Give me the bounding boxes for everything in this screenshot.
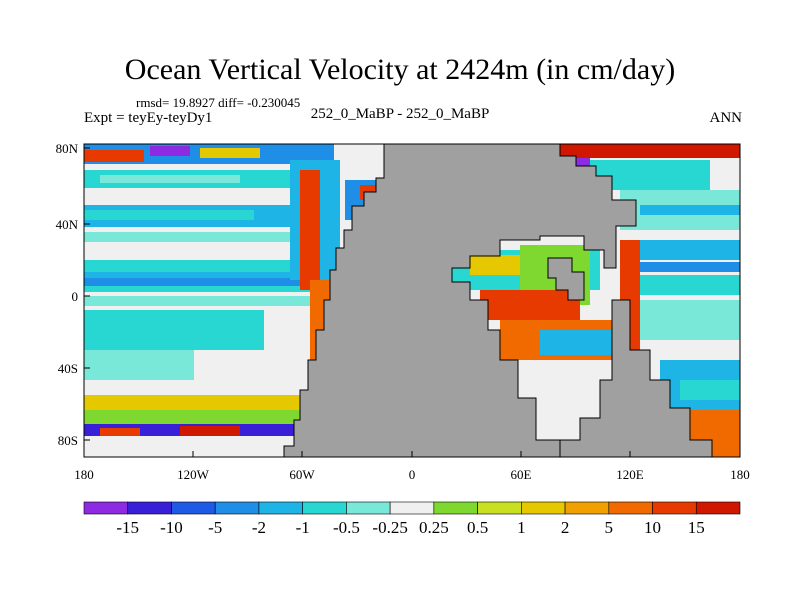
colorbar-label: -2 <box>252 518 266 537</box>
colorbar-label: -15 <box>116 518 139 537</box>
x-tick-label: 180 <box>74 467 94 482</box>
colorbar-label: 5 <box>605 518 614 537</box>
x-tick-label: 60E <box>511 467 532 482</box>
colorbar-label: 15 <box>688 518 705 537</box>
x-tick-label: 180 <box>730 467 750 482</box>
colorbar-swatch <box>433 501 478 515</box>
y-ticks: 80N 40N 0 40S 80S <box>56 141 90 448</box>
x-tick-label: 120W <box>177 467 210 482</box>
map-field <box>84 144 740 457</box>
colorbar-label: -0.25 <box>372 518 407 537</box>
colorbar-swatch <box>608 501 653 515</box>
case-label: 252_0_MaBP - 252_0_MaBP <box>310 106 490 122</box>
colorbar-label: -0.5 <box>333 518 360 537</box>
colorbar-label: 0.5 <box>467 518 488 537</box>
colorbar-label: 0.25 <box>419 518 449 537</box>
x-ticks: 180 120W 60W 0 60E 120E 180 <box>74 451 750 482</box>
colorbar-swatch <box>564 501 610 515</box>
colorbar-label: 1 <box>517 518 526 537</box>
colorbar-label: -1 <box>296 518 310 537</box>
colorbar-label: 2 <box>561 518 570 537</box>
x-tick-label: 0 <box>409 467 416 482</box>
colorbar: -15 -10 -5 -2 -1 -0.5 -0.25 0.25 0.5 1 2 5 10 15 <box>83 501 741 537</box>
colorbar-swatch <box>302 501 347 515</box>
stats-label: rmsd= 19.8927 diff= -0.230045 <box>136 95 301 110</box>
colorbar-swatch <box>127 501 172 515</box>
season-label: ANN <box>709 110 743 126</box>
colorbar-swatch <box>171 501 216 515</box>
colorbar-swatch <box>258 501 303 515</box>
colorbar-swatch <box>83 501 129 515</box>
colorbar-swatch <box>521 501 566 515</box>
colorbar-swatch <box>214 501 260 515</box>
west-basin-field <box>84 144 340 436</box>
x-tick-label: 120E <box>616 467 644 482</box>
plot-title: Ocean Vertical Velocity at 2424m (in cm/… <box>124 53 676 86</box>
y-tick-label: 80N <box>56 141 79 156</box>
land <box>283 144 713 457</box>
colorbar-label: -5 <box>208 518 222 537</box>
y-tick-label: 80S <box>58 433 78 448</box>
experiment-label: Expt = teyEy-teyDy1 <box>84 110 213 126</box>
y-tick-label: 0 <box>72 289 79 304</box>
colorbar-label: 10 <box>644 518 661 537</box>
pangea-west <box>283 144 637 457</box>
colorbar-label: -10 <box>160 518 183 537</box>
colorbar-swatch <box>389 501 435 515</box>
colorbar-swatch <box>652 501 697 515</box>
tethys-island <box>547 257 585 301</box>
x-tick-label: 60W <box>289 467 315 482</box>
y-tick-label: 40N <box>56 217 79 232</box>
colorbar-swatch <box>695 501 741 515</box>
colorbar-swatch <box>346 501 391 515</box>
pangea-east-southern <box>559 299 713 457</box>
colorbar-swatch <box>477 501 522 515</box>
y-tick-label: 40S <box>58 361 78 376</box>
